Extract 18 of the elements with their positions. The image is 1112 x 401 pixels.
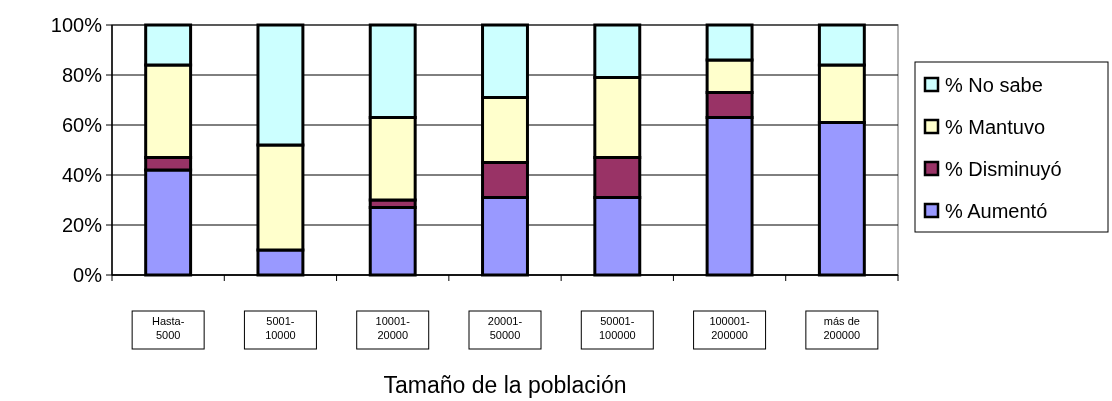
- legend-label: % Disminuyó: [945, 158, 1062, 180]
- x-tick-label: 100001- 200000: [709, 315, 751, 341]
- x-tick-label: más de 200000: [823, 315, 861, 341]
- legend-label: % Aumentó: [945, 200, 1048, 222]
- x-tick-label: 10001- 20000: [375, 315, 411, 341]
- x-tick-label: 5001- 10000: [265, 315, 296, 341]
- y-tick-label: 0%: [73, 264, 103, 286]
- x-axis-title: Tamaño de la población: [383, 372, 627, 398]
- y-tick-label: 60%: [61, 114, 103, 136]
- x-tick-label: Hasta- 5000: [151, 315, 185, 341]
- x-tick-label: 50001- 100000: [598, 315, 636, 341]
- x-tick-label: 20001- 50000: [487, 315, 523, 341]
- legend-label: % Mantuvo: [945, 116, 1046, 138]
- y-tick-label: 80%: [61, 64, 103, 86]
- y-tick-label: 100%: [50, 14, 103, 36]
- y-tick-label: 40%: [61, 164, 103, 186]
- legend-label: % No sabe: [945, 74, 1043, 96]
- y-tick-label: 20%: [61, 214, 103, 236]
